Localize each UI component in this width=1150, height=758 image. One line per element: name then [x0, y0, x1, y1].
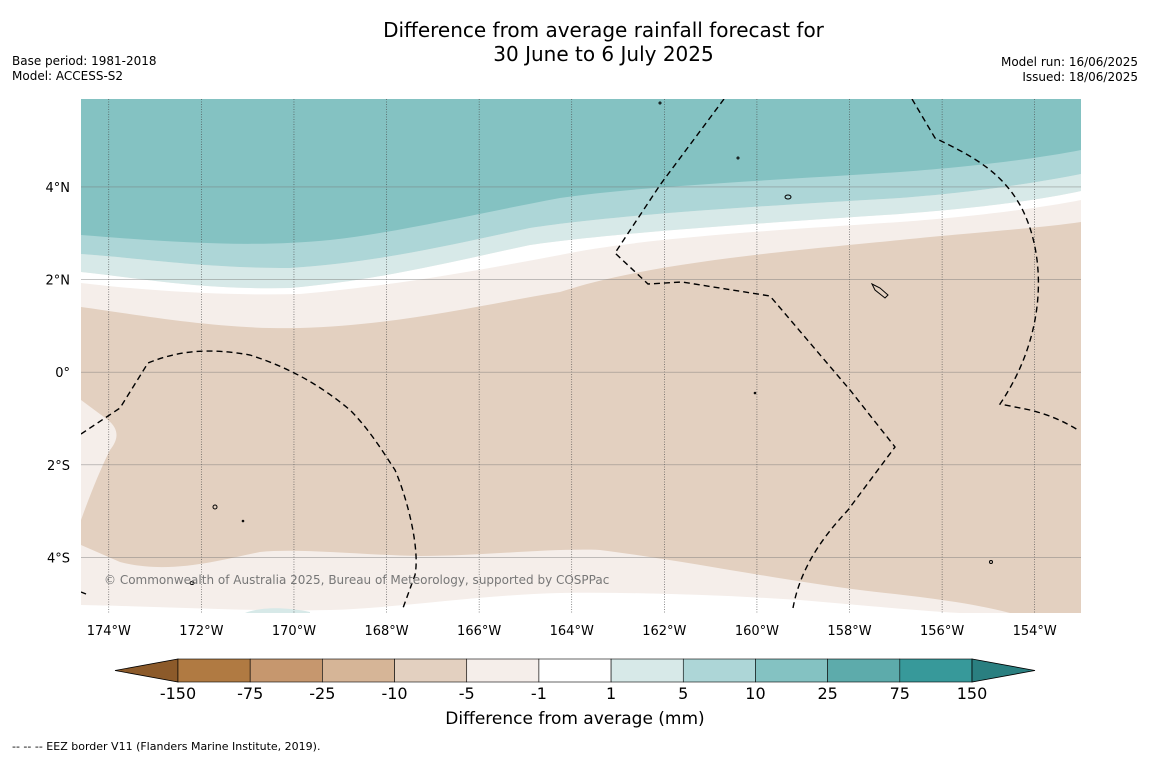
band-pos10-pos25	[81, 99, 1081, 244]
title-line-1: Difference from average rainfall forecas…	[383, 18, 824, 42]
eez-borders	[81, 99, 1079, 609]
colorbar-tick-label: 150	[957, 684, 988, 703]
colorbar-tick-label: -1	[531, 684, 547, 703]
lon-tick-label: 166°W	[457, 624, 501, 639]
lon-tick-label: 168°W	[364, 624, 408, 639]
colorbar-tick-label: -10	[381, 684, 407, 703]
colorbar-tick-label: 25	[817, 684, 837, 703]
island-4	[736, 156, 740, 160]
model-text: Model: ACCESS-S2	[12, 69, 124, 83]
band-neg10-neg5	[81, 222, 1081, 613]
eez-border-line-islands-east	[911, 99, 1079, 431]
colorbar-label: Difference from average (mm)	[445, 709, 705, 729]
model-run-text: Model run: 16/06/2025	[1000, 55, 1138, 69]
island-5	[658, 101, 662, 105]
gridlines	[81, 99, 1081, 613]
lat-tick-label: 2°S	[47, 459, 70, 474]
lon-tick-label: 164°W	[550, 624, 594, 639]
eez-border-kiribati-phoenix	[81, 350, 417, 609]
eez-footnote: -- -- -- EEZ border V11 (Flanders Marine…	[12, 740, 321, 753]
eez-border-left-edge	[81, 591, 87, 595]
colorbar-swatch	[466, 658, 540, 683]
rainfall-anomaly-field	[81, 99, 1081, 613]
island-3	[189, 581, 195, 585]
islands	[189, 101, 993, 585]
colorbar-tick-label: -75	[237, 684, 263, 703]
lat-tick-label: 4°S	[47, 551, 70, 566]
title-line-2: 30 June to 6 July 2025	[493, 42, 714, 66]
colorbar-tick-label: -5	[459, 684, 475, 703]
band-pos1-pos5	[81, 174, 1081, 289]
meta-left: Base period: 1981-2018 Model: ACCESS-S2	[12, 54, 157, 84]
lon-tick-label: 154°W	[1013, 624, 1057, 639]
colorbar-swatch	[682, 658, 756, 683]
chart-title: Difference from average rainfall forecas…	[0, 18, 1150, 66]
lat-tick-label: 4°N	[46, 181, 71, 196]
band-neg1-pos1	[81, 191, 1081, 295]
colorbar-swatch	[827, 658, 901, 683]
island-1	[784, 194, 792, 200]
lon-tick-label: 174°W	[87, 624, 131, 639]
lon-tick-label: 160°W	[735, 624, 779, 639]
colorbar-swatch	[394, 658, 468, 683]
latitude-tick-labels: 4°N 2°N 0° 2°S 4°S	[46, 181, 71, 566]
colorbar: -150 -75 -25 -10 -5 -1 1 5 10 25 75 150	[114, 658, 1036, 703]
lon-tick-label: 158°W	[827, 624, 871, 639]
colorbar-swatch	[538, 658, 612, 683]
island-6	[989, 560, 993, 564]
island-kiritimati	[870, 282, 889, 299]
colorbar-tick-label: 75	[890, 684, 910, 703]
band-bottom-white	[81, 592, 960, 613]
island-8	[753, 391, 757, 395]
meta-right: Model run: 16/06/2025 Issued: 18/06/2025	[1001, 55, 1138, 85]
colorbar-extend-low	[114, 658, 179, 683]
colorbar-swatch	[322, 658, 395, 683]
eez-border-line-islands-west	[614, 99, 896, 609]
colorbar-tick-label: -150	[160, 684, 196, 703]
colorbar-tick-label: 1	[606, 684, 616, 703]
colorbar-swatch	[899, 658, 973, 683]
colorbar-tick-label: -25	[309, 684, 335, 703]
base-period-text: Base period: 1981-2018	[12, 54, 157, 68]
colorbar-swatch	[610, 658, 684, 683]
colorbar-swatch	[755, 658, 828, 683]
copyright-text: © Commonwealth of Australia 2025, Bureau…	[104, 573, 609, 587]
longitude-tick-labels: 174°W 172°W 170°W 168°W 166°W 164°W 162°W 160°W…	[87, 624, 1057, 639]
lon-tick-label: 170°W	[272, 624, 316, 639]
island-7	[241, 519, 245, 523]
colorbar-tick-label: 5	[678, 684, 688, 703]
island-2	[212, 504, 218, 510]
lon-tick-label: 172°W	[179, 624, 223, 639]
colorbar-swatch	[177, 658, 251, 683]
lon-tick-label: 156°W	[920, 624, 964, 639]
colorbar-extend-high	[971, 658, 1036, 683]
colorbar-tick-label: 10	[745, 684, 765, 703]
lon-tick-label: 162°W	[642, 624, 686, 639]
lat-tick-label: 0°	[55, 366, 70, 381]
colorbar-swatch	[249, 658, 323, 683]
issued-text: Issued: 18/06/2025	[1022, 70, 1138, 84]
lat-tick-label: 2°N	[46, 274, 71, 289]
